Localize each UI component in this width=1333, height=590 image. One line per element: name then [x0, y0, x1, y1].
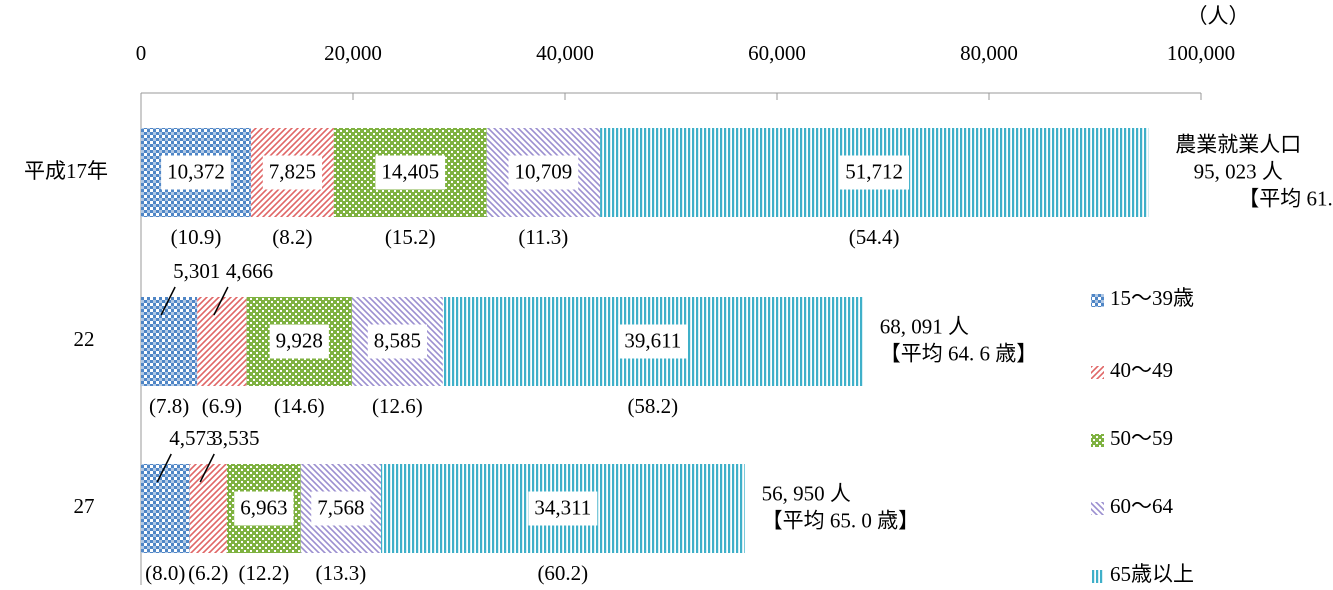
percent-label: (6.2) [188, 561, 228, 585]
total-label: 【平均 64. 6 歳】 [880, 341, 1038, 365]
percent-label: (14.6) [274, 394, 325, 418]
value-label: 39,611 [624, 328, 681, 352]
value-label-box [161, 155, 231, 190]
value-label-box [375, 155, 446, 190]
category-label: 平成17年 [24, 159, 108, 183]
x-tick-label: 40,000 [536, 41, 594, 65]
category-label: 27 [74, 494, 95, 518]
legend-swatch [1091, 294, 1104, 307]
total-label: 56, 950 人 [762, 481, 851, 505]
total-label: 農業就業人口 [1175, 132, 1301, 156]
value-label: 34,311 [534, 495, 591, 519]
x-tick-label: 60,000 [748, 41, 806, 65]
x-tick-label: 0 [136, 41, 147, 65]
percent-label: (10.9) [171, 225, 222, 249]
legend-swatch [1091, 502, 1104, 515]
value-label-box [618, 324, 688, 359]
x-tick-label: 80,000 [960, 41, 1018, 65]
percent-label: (8.2) [272, 225, 312, 249]
value-label-box [234, 491, 294, 526]
value-label-box [311, 491, 371, 526]
value-label: 6,963 [240, 495, 287, 519]
value-label: 3,535 [212, 426, 259, 450]
value-label-box [269, 324, 329, 359]
leader-line [213, 286, 229, 316]
legend-swatch [1091, 366, 1104, 379]
leader-line [199, 453, 215, 483]
percent-label: (15.2) [385, 225, 436, 249]
value-label: 8,585 [374, 328, 421, 352]
value-label: 9,928 [276, 328, 323, 352]
bar-segment [197, 297, 247, 386]
value-label: 7,825 [269, 159, 316, 183]
value-label: 10,372 [167, 159, 225, 183]
value-label-box [839, 155, 910, 190]
x-tick-label: 20,000 [324, 41, 382, 65]
value-label-box [367, 324, 428, 359]
value-label: 4,666 [226, 259, 273, 283]
axis-unit: （人） [1187, 4, 1250, 28]
category-label: 22 [74, 327, 95, 351]
leader-line [160, 286, 176, 316]
legend-swatch [1091, 434, 1104, 447]
percent-label: (6.9) [202, 394, 242, 418]
percent-label: (58.2) [627, 394, 678, 418]
total-label: 68, 091 人 [880, 314, 969, 338]
value-label-box [528, 491, 598, 526]
value-label: 7,568 [317, 495, 364, 519]
bar-segment [189, 464, 227, 553]
value-label: 51,712 [845, 159, 903, 183]
value-label: 10,709 [514, 159, 572, 183]
percent-label: (8.0) [145, 561, 185, 585]
percent-label: (12.2) [238, 561, 289, 585]
x-tick-label: 100,000 [1167, 41, 1235, 65]
percent-label: (60.2) [537, 561, 588, 585]
legend-swatch [1091, 570, 1104, 583]
legend-label: 15〜39歳 [1110, 286, 1194, 310]
legend-label: 60〜64 [1110, 494, 1173, 518]
value-label-box [262, 155, 323, 190]
bar-segment [141, 464, 190, 553]
total-label: 【平均 61. 9 歳】 [1238, 186, 1333, 210]
total-label: 95, 023 人 [1194, 159, 1283, 183]
leader-line [156, 453, 172, 483]
percent-label: (54.4) [849, 225, 900, 249]
percent-label: (7.8) [149, 394, 189, 418]
legend-label: 40〜49 [1110, 358, 1173, 382]
value-label: 5,301 [173, 259, 220, 283]
legend-label: 65歳以上 [1110, 562, 1194, 585]
percent-label: (12.6) [372, 394, 423, 418]
value-label-box [508, 155, 579, 190]
value-label: 14,405 [381, 159, 439, 183]
percent-label: (11.3) [518, 225, 568, 249]
bar-segment [141, 297, 198, 386]
total-label: 【平均 65. 0 歳】 [762, 508, 920, 532]
legend-label: 50〜59 [1110, 426, 1173, 450]
value-label: 4,573 [169, 426, 216, 450]
percent-label: (13.3) [315, 561, 366, 585]
